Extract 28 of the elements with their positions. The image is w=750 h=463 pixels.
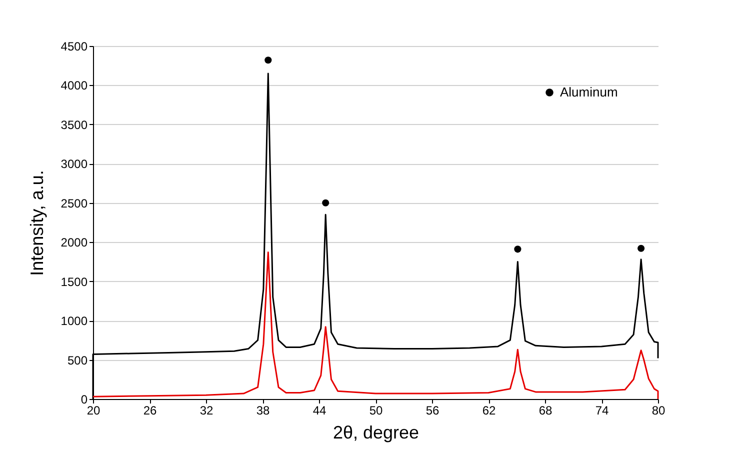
y-tick-label: 3500	[60, 118, 88, 132]
y-tick-label: 1000	[60, 314, 88, 328]
x-tick-label: 32	[200, 404, 214, 418]
x-tick-label: 80	[652, 404, 666, 418]
x-tick-label: 50	[369, 404, 383, 418]
legend-label: Aluminum	[560, 84, 618, 100]
point	[264, 56, 272, 64]
x-tick-label: 68	[538, 404, 552, 418]
x-tick-label: 44	[312, 404, 326, 418]
x-tick-label: 74	[595, 404, 609, 418]
y-tick-label: 500	[67, 353, 88, 368]
y-tick-label: 0	[80, 392, 88, 406]
y-tick-label: 4000	[60, 78, 88, 93]
y-tick-label: 2500	[60, 196, 88, 210]
x-tick-label: 56	[426, 404, 440, 418]
y-tick-label: 1500	[60, 274, 88, 289]
y-tick-label: 4500	[60, 40, 88, 54]
x-tick-label: 26	[143, 404, 157, 418]
x-axis-title: 2θ, degree	[332, 422, 420, 442]
x-tick-label: 38	[256, 404, 270, 418]
y-tick-label: 3000	[60, 157, 88, 172]
y-axis-title: Intensity, a.u.	[26, 170, 47, 276]
x-tick-label: 20	[86, 404, 100, 418]
y-tick-label: 2000	[60, 236, 88, 250]
point	[322, 199, 330, 206]
x-tick-label: 62	[482, 404, 496, 418]
point	[514, 246, 522, 253]
point	[638, 244, 645, 252]
